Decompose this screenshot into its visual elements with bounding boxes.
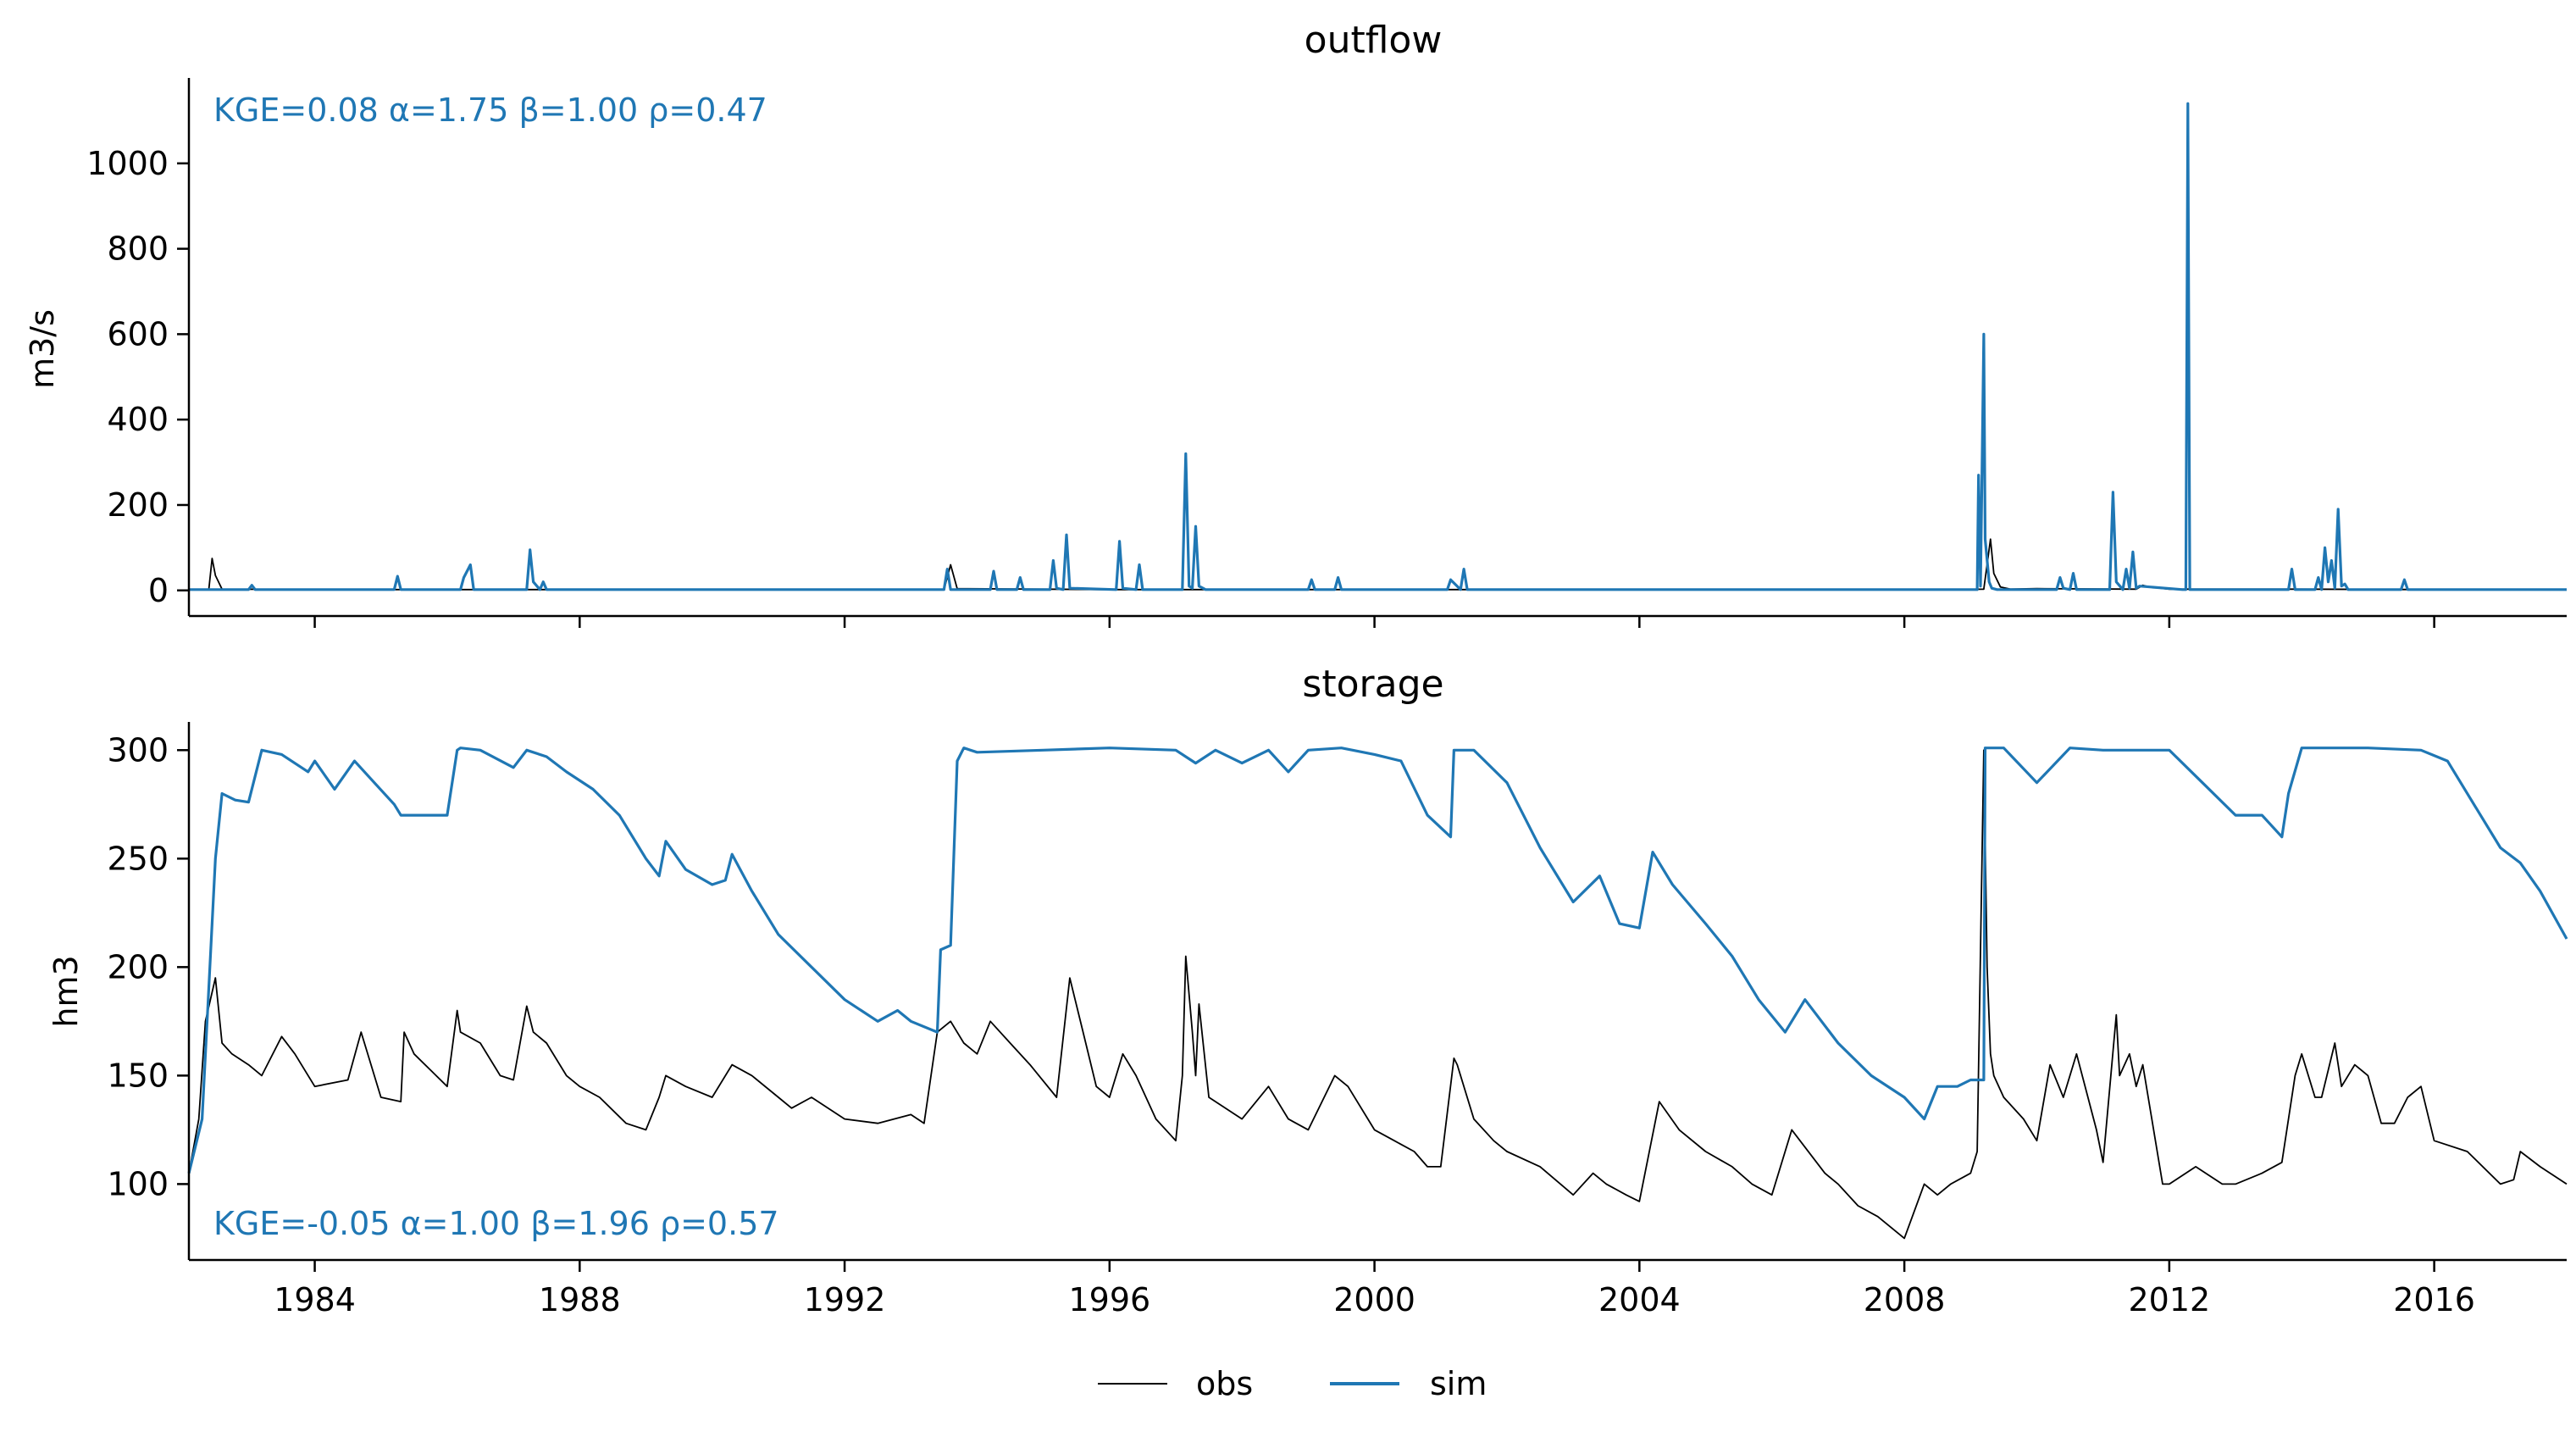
y-tick-label: 250 [107, 840, 169, 877]
y-tick-label: 1000 [86, 145, 169, 182]
series-line-sim [189, 102, 2567, 591]
y-tick-label: 100 [107, 1165, 169, 1202]
y-tick-label: 300 [107, 731, 169, 769]
x-tick-label: 2008 [1864, 1281, 1946, 1318]
y-tick-label: 400 [107, 401, 169, 438]
y-tick-label: 150 [107, 1057, 169, 1094]
outflow-metrics-text: KGE=0.08 α=1.75 β=1.00 ρ=0.47 [213, 92, 767, 129]
outflow-ylabel: m3/s [24, 309, 61, 389]
x-tick-label: 1984 [274, 1281, 356, 1318]
x-tick-label: 1996 [1068, 1281, 1150, 1318]
y-tick-label: 600 [107, 315, 169, 352]
outflow-title: outflow [1305, 19, 1443, 62]
x-tick-label: 1988 [539, 1281, 621, 1318]
storage-metrics-text: KGE=-0.05 α=1.00 β=1.96 ρ=0.57 [213, 1205, 779, 1242]
x-tick-label: 2016 [2393, 1281, 2475, 1318]
y-tick-label: 200 [107, 486, 169, 524]
y-tick-label: 800 [107, 230, 169, 268]
x-tick-label: 2012 [2129, 1281, 2211, 1318]
storage-panel: storage hm3 100 150 200 250 300 1984 1988 1992… [47, 663, 2568, 1318]
legend-sim-label: sim [1430, 1365, 1487, 1402]
legend-obs-label: obs [1196, 1365, 1253, 1402]
storage-plot-area [187, 747, 2568, 1240]
legend: obs sim [1098, 1365, 1487, 1402]
outflow-plot-area [189, 102, 2567, 591]
storage-x-axis: 1984 1988 1992 1996 2000 2004 2008 2012 2016 [274, 1260, 2475, 1318]
series-line-sim [187, 747, 2568, 1174]
y-tick-label: 200 [107, 948, 169, 985]
x-tick-label: 2004 [1598, 1281, 1681, 1318]
storage-y-axis: 100 150 200 250 300 [107, 731, 189, 1202]
storage-title: storage [1302, 663, 1443, 706]
y-tick-label: 0 [148, 572, 169, 609]
series-line-obs [188, 749, 2568, 1240]
storage-ylabel: hm3 [47, 955, 85, 1027]
x-tick-label: 2000 [1333, 1281, 1415, 1318]
outflow-y-axis: 0 200 400 600 800 1000 [86, 145, 189, 609]
outflow-panel: outflow m3/s 0 200 400 600 800 1000 KGE=0.08 … [24, 19, 2567, 628]
x-tick-label: 1992 [804, 1281, 886, 1318]
outflow-x-axis [313, 616, 2435, 628]
